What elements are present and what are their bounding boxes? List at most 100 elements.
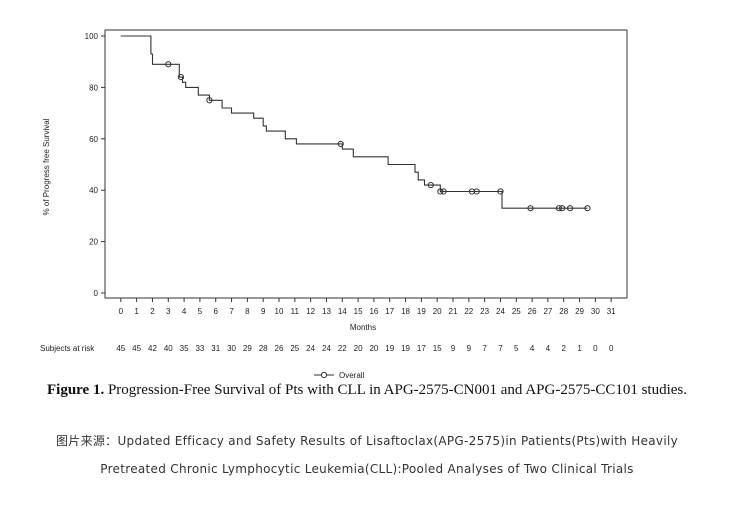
x-tick-label: 4 [182, 307, 187, 316]
x-tick-label: 10 [275, 307, 284, 316]
risk-count: 9 [467, 344, 472, 353]
x-tick-label: 7 [229, 307, 234, 316]
risk-count: 42 [148, 344, 157, 353]
x-tick-label: 30 [591, 307, 600, 316]
y-tick-label: 0 [94, 289, 99, 298]
x-tick-label: 20 [433, 307, 442, 316]
risk-count: 4 [530, 344, 535, 353]
risk-count: 19 [401, 344, 410, 353]
x-tick-label: 1 [134, 307, 139, 316]
risk-count: 20 [354, 344, 363, 353]
x-tick-label: 24 [496, 307, 505, 316]
risk-count: 19 [385, 344, 394, 353]
risk-count: 25 [290, 344, 299, 353]
risk-count: 26 [275, 344, 284, 353]
risk-count: 29 [243, 344, 252, 353]
x-tick-label: 28 [559, 307, 568, 316]
y-tick-label: 20 [89, 238, 98, 247]
censor-marker [337, 140, 344, 148]
x-tick-label: 21 [449, 307, 458, 316]
y-axis-title: % of Progress free Survival [42, 118, 51, 215]
x-tick-label: 12 [306, 307, 315, 316]
censor-marker [527, 205, 534, 212]
censor-marker [437, 188, 444, 195]
risk-count: 45 [116, 344, 125, 353]
x-tick-label: 3 [166, 307, 171, 316]
x-tick-label: 9 [261, 307, 266, 316]
censor-marker [440, 188, 447, 195]
censor-marker [497, 188, 504, 195]
x-tick-label: 2 [150, 307, 155, 316]
risk-count: 4 [546, 344, 551, 353]
risk-count: 22 [338, 344, 347, 353]
x-tick-label: 26 [528, 307, 537, 316]
x-axis-title: Months [350, 323, 376, 332]
risk-count: 45 [132, 344, 141, 353]
risk-count: 17 [417, 344, 426, 353]
source-line-1: 图片来源：Updated Efficacy and Safety Results… [55, 434, 679, 448]
risk-table: 45 45 42 40 35 33 31 30 29 28 26 25 24 24 22 20 20 19 19 17… [116, 344, 614, 353]
risk-count: 33 [195, 344, 204, 353]
figure-caption: Figure 1. Progression-Free Survival of P… [0, 382, 734, 399]
risk-count: 35 [180, 344, 189, 353]
y-tick-label: 100 [85, 32, 99, 41]
risk-count: 1 [577, 344, 582, 353]
x-tick-label: 6 [214, 307, 219, 316]
risk-table-label: Subjects at risk [40, 344, 95, 353]
x-tick-label: 14 [338, 307, 347, 316]
x-tick-label: 25 [512, 307, 521, 316]
x-tick-label: 16 [369, 307, 378, 316]
risk-count: 40 [164, 344, 173, 353]
legend: Overall [314, 371, 365, 380]
plot-frame [104, 29, 628, 299]
x-tick-label: 27 [543, 307, 552, 316]
x-tick-label: 15 [354, 307, 363, 316]
source-line-2: Pretreated Chronic Lymphocytic Leukemia(… [100, 462, 634, 476]
risk-count: 9 [451, 344, 456, 353]
x-tick-label: 22 [464, 307, 473, 316]
x-tick-label: 17 [385, 307, 394, 316]
x-tick-label: 19 [417, 307, 426, 316]
risk-count: 5 [514, 344, 519, 353]
x-tick-label: 11 [291, 307, 300, 316]
y-tick-label: 40 [89, 186, 98, 195]
censor-marker [206, 97, 213, 104]
x-tick-label: 23 [480, 307, 489, 316]
risk-count: 0 [593, 344, 598, 353]
risk-count: 30 [227, 344, 236, 353]
series-layer [120, 35, 591, 212]
risk-count: 7 [498, 344, 503, 353]
figure-caption-text: Progression-Free Survival of Pts with CL… [104, 382, 687, 398]
x-tick-label: 0 [119, 307, 124, 316]
x-tick-label: 13 [322, 307, 331, 316]
censor-marker [559, 205, 566, 212]
censor-marker [177, 74, 185, 81]
risk-count: 0 [609, 344, 614, 353]
censor-marker [555, 205, 563, 212]
censor-marker [165, 61, 172, 68]
x-axis: 0 1 2 3 4 5 6 7 8 9 10 11 12 13 14 15 16 17 18 19 20 21 22 23 24… [119, 298, 616, 316]
censor-marker [473, 188, 480, 195]
risk-count: 31 [211, 344, 220, 353]
legend-label-overall: Overall [339, 371, 365, 380]
censor-marker [427, 181, 434, 189]
y-tick-label: 80 [89, 83, 98, 92]
risk-count: 15 [433, 344, 442, 353]
censor-marker [584, 205, 591, 212]
risk-count: 28 [259, 344, 268, 353]
y-tick-label: 60 [89, 135, 98, 144]
x-tick-label: 5 [198, 307, 203, 316]
survival-curve-overall [120, 35, 588, 209]
risk-count: 24 [322, 344, 331, 353]
risk-count: 24 [306, 344, 315, 353]
x-tick-label: 18 [401, 307, 410, 316]
censor-marker [566, 205, 574, 212]
figure-caption-prefix: Figure 1. [47, 382, 105, 398]
x-tick-label: 29 [575, 307, 584, 316]
risk-count: 20 [369, 344, 378, 353]
legend-marker [320, 371, 328, 379]
y-axis: 0 20 40 60 80 100 [85, 32, 105, 298]
risk-count: 2 [562, 344, 567, 353]
x-tick-label: 8 [245, 307, 250, 316]
